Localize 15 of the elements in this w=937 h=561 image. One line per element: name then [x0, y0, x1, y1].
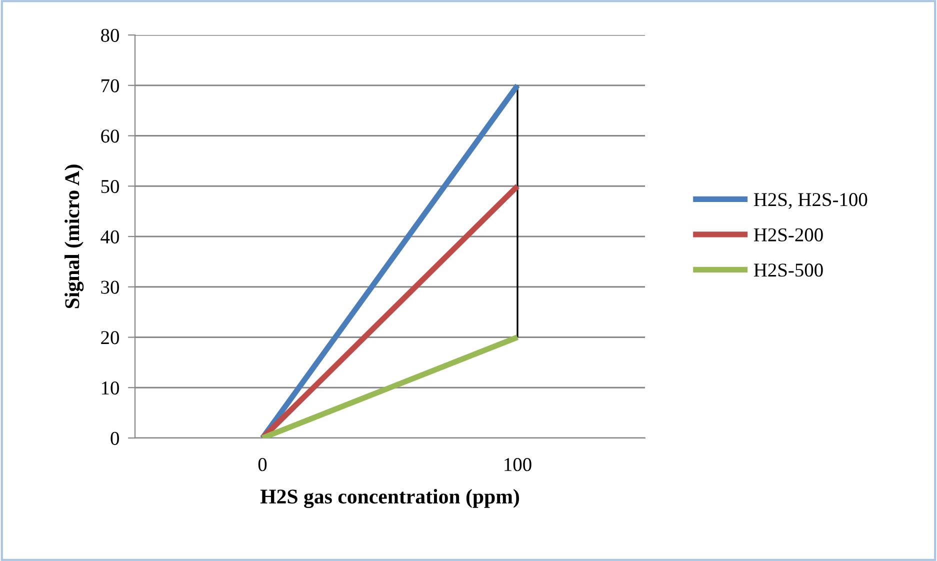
legend-label: H2S-500: [754, 264, 823, 277]
y-tick-label: 30: [101, 280, 119, 294]
y-axis-title: Signal (micro A): [64, 164, 84, 308]
y-tick-label: 10: [102, 381, 119, 395]
y-tick-label: 50: [101, 180, 119, 194]
y-tick-label: 0: [110, 432, 119, 445]
legend-label: H2S, H2S-100: [754, 193, 868, 209]
y-tick-label: 40: [100, 230, 119, 244]
x-tick-label: 100: [504, 458, 532, 472]
x-axis-title: H2S gas concentration (ppm): [260, 488, 520, 508]
y-tick-label: 80: [101, 28, 119, 42]
y-tick-label: 20: [101, 331, 119, 344]
legend-label: H2S-200: [754, 228, 823, 242]
y-tick-label: 70: [102, 79, 119, 92]
y-tick-label: 60: [101, 130, 119, 143]
